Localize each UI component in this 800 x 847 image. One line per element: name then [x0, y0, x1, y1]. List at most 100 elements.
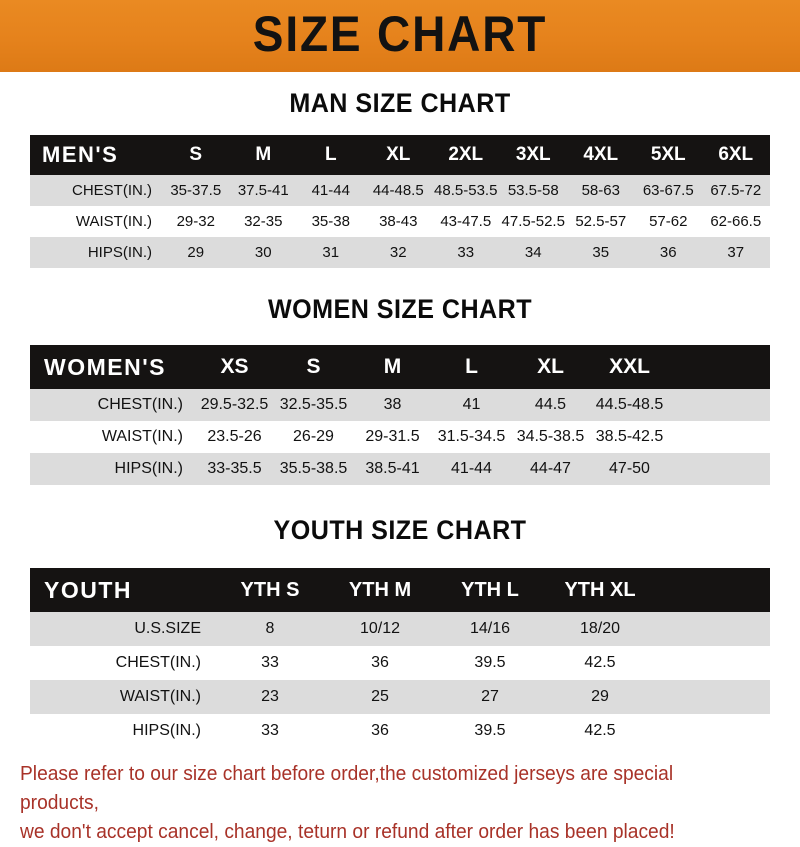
women-col-0: XS [220, 355, 249, 378]
footer-line-1: Please refer to our size chart before or… [20, 763, 674, 814]
women-col-1: S [306, 355, 321, 378]
youth-chest-0: 33 [261, 654, 279, 671]
men-waist-2: 35-38 [311, 213, 350, 230]
table-header-row: YOUTH YTH S YTH M YTH L YTH XL [30, 568, 770, 612]
men-waist-7: 57-62 [649, 213, 688, 230]
men-col-5: 3XL [515, 144, 551, 165]
table-row: HIPS(IN.) 33 36 39.5 42.5 [30, 714, 770, 748]
men-hips-2: 31 [322, 244, 340, 261]
men-hips-8: 37 [727, 244, 745, 261]
youth-hips-2: 39.5 [474, 722, 506, 739]
youth-waist-3: 29 [591, 688, 609, 705]
women-row-label-hips: HIPS(IN.) [114, 460, 183, 477]
men-size-table: MEN'S S M L XL 2XL 3XL 4XL 5XL 6XL CHEST… [30, 135, 770, 268]
youth-header-label: YOUTH [44, 576, 132, 603]
women-chest-1: 32.5-35.5 [279, 396, 348, 413]
youth-row-label-hips: HIPS(IN.) [132, 722, 201, 739]
men-waist-3: 38-43 [379, 213, 418, 230]
youth-row-label-waist: WAIST(IN.) [119, 688, 201, 705]
table-header-row: MEN'S S M L XL 2XL 3XL 4XL 5XL 6XL [30, 135, 770, 175]
women-col-3: L [465, 355, 478, 378]
men-col-0: S [189, 144, 203, 165]
women-waist-4: 34.5-38.5 [516, 428, 585, 445]
women-col-5: XXL [609, 355, 650, 378]
men-header-label: MEN'S [42, 142, 119, 167]
table-row: CHEST(IN.) 33 36 39.5 42.5 [30, 646, 770, 680]
youth-col-2: YTH L [461, 578, 519, 601]
table-row: WAIST(IN.) 23 25 27 29 [30, 680, 770, 714]
men-chest-3: 44-48.5 [372, 182, 424, 199]
youth-col-3: YTH XL [564, 578, 636, 601]
men-hips-4: 33 [457, 244, 475, 261]
section-title-youth: YOUTH SIZE CHART [273, 515, 527, 545]
youth-hips-3: 42.5 [584, 722, 616, 739]
women-col-4: XL [537, 355, 564, 378]
youth-row-label-chest: CHEST(IN.) [115, 654, 201, 671]
footer-disclaimer: Please refer to our size chart before or… [20, 760, 750, 847]
table-row: U.S.SIZE 8 10/12 14/16 18/20 [30, 612, 770, 646]
women-waist-1: 26-29 [293, 428, 334, 445]
men-hips-0: 29 [187, 244, 205, 261]
table-row: CHEST(IN.) 29.5-32.5 32.5-35.5 38 41 44.… [30, 389, 770, 421]
men-hips-6: 35 [592, 244, 610, 261]
men-chest-4: 48.5-53.5 [434, 182, 498, 199]
men-row-label-waist: WAIST(IN.) [75, 213, 152, 230]
youth-hips-0: 33 [261, 722, 279, 739]
youth-col-0: YTH S [240, 578, 300, 601]
section-title-man: MAN SIZE CHART [289, 88, 511, 118]
men-chest-7: 63-67.5 [642, 182, 694, 199]
men-waist-0: 29-32 [176, 213, 215, 230]
men-col-6: 4XL [583, 144, 619, 165]
women-row-label-waist: WAIST(IN.) [101, 428, 183, 445]
women-waist-3: 31.5-34.5 [437, 428, 506, 445]
youth-ussize-2: 14/16 [469, 620, 511, 637]
men-hips-7: 36 [659, 244, 677, 261]
youth-waist-2: 27 [481, 688, 499, 705]
women-hips-3: 41-44 [451, 460, 492, 477]
men-waist-1: 32-35 [244, 213, 283, 230]
youth-chest-1: 36 [371, 654, 389, 671]
men-row-label-hips: HIPS(IN.) [87, 244, 152, 261]
youth-waist-1: 25 [371, 688, 389, 705]
youth-ussize-3: 18/20 [579, 620, 621, 637]
women-chest-4: 44.5 [534, 396, 567, 413]
men-hips-5: 34 [524, 244, 542, 261]
women-col-2: M [383, 355, 402, 378]
women-size-table: WOMEN'S XS S M L XL XXL CHEST(IN.) 29.5-… [30, 345, 770, 485]
women-chest-2: 38 [383, 396, 402, 413]
youth-ussize-1: 10/12 [359, 620, 401, 637]
men-waist-5: 47.5-52.5 [501, 213, 565, 230]
men-chest-5: 53.5-58 [507, 182, 559, 199]
men-chest-1: 37.5-41 [237, 182, 289, 199]
men-col-1: M [255, 144, 272, 165]
women-row-label-chest: CHEST(IN.) [97, 396, 183, 413]
men-waist-4: 43-47.5 [440, 213, 492, 230]
table-header-row: WOMEN'S XS S M L XL XXL [30, 345, 770, 389]
table-row: CHEST(IN.) 35-37.5 37.5-41 41-44 44-48.5… [30, 175, 770, 206]
women-hips-4: 44-47 [530, 460, 571, 477]
men-col-3: XL [386, 144, 411, 165]
women-waist-5: 38.5-42.5 [595, 428, 664, 445]
women-hips-2: 38.5-41 [365, 460, 420, 477]
men-waist-6: 52.5-57 [575, 213, 627, 230]
youth-row-label-ussize: U.S.SIZE [134, 620, 201, 637]
page-title: SIZE CHART [252, 6, 548, 62]
men-chest-6: 58-63 [581, 182, 620, 199]
table-row: WAIST(IN.) 23.5-26 26-29 29-31.5 31.5-34… [30, 421, 770, 453]
men-col-8: 6XL [718, 144, 754, 165]
women-chest-0: 29.5-32.5 [200, 396, 269, 413]
youth-chest-3: 42.5 [584, 654, 616, 671]
women-chest-5: 44.5-48.5 [595, 396, 664, 413]
men-chest-8: 67.5-72 [710, 182, 762, 199]
men-col-7: 5XL [650, 144, 686, 165]
youth-hips-1: 36 [371, 722, 389, 739]
youth-waist-0: 23 [261, 688, 279, 705]
table-row: HIPS(IN.) 33-35.5 35.5-38.5 38.5-41 41-4… [30, 453, 770, 485]
youth-ussize-0: 8 [265, 620, 275, 637]
men-hips-1: 30 [254, 244, 272, 261]
women-header-label: WOMEN'S [44, 353, 167, 380]
men-col-2: L [324, 144, 337, 165]
men-chest-0: 35-37.5 [170, 182, 222, 199]
footer-line-2: we don't accept cancel, change, teturn o… [20, 821, 675, 843]
table-row: WAIST(IN.) 29-32 32-35 35-38 38-43 43-47… [30, 206, 770, 237]
